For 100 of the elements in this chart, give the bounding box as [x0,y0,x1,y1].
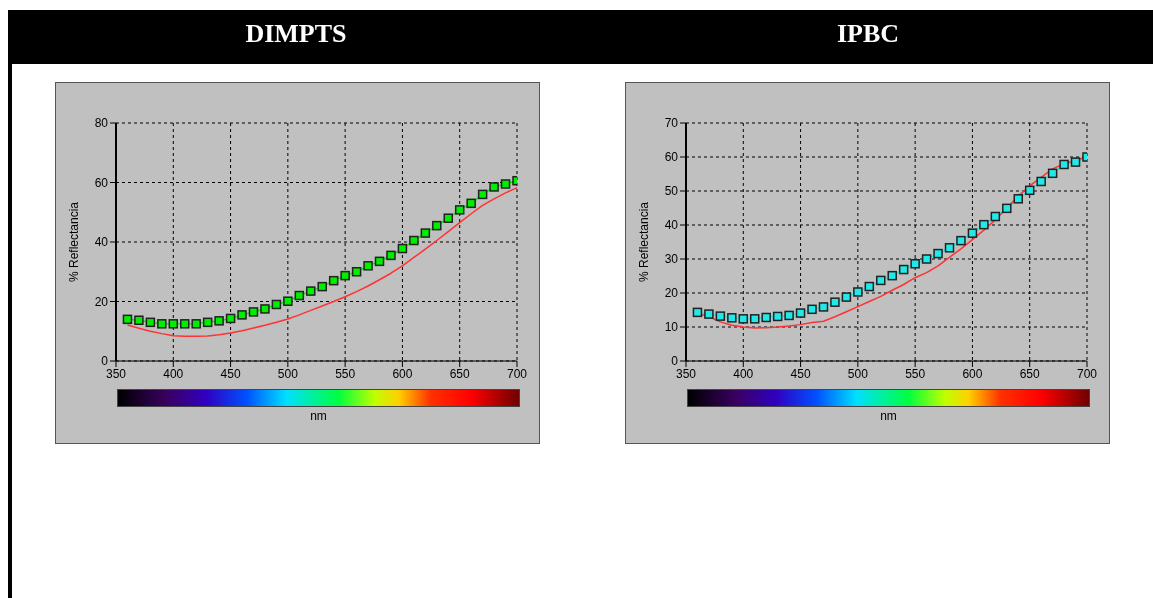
point [363,261,373,271]
point [1013,194,1024,204]
x-tick-label: 400 [733,366,754,381]
point [795,308,806,318]
point [921,254,932,264]
point [715,311,726,321]
x-tick-label: 350 [675,366,697,381]
point [876,275,886,286]
x-tick-label: 700 [506,366,528,381]
point [898,264,909,275]
point [727,313,737,323]
point [477,189,488,200]
x-tick-label: 650 [1019,366,1041,381]
x-tick-label: 600 [392,366,413,381]
x-tick-label: 550 [905,366,926,381]
point [761,312,771,323]
point [818,302,829,312]
point [489,182,499,192]
point [864,281,875,292]
x-tick-label: 350 [105,366,127,381]
point [248,307,259,317]
point [351,267,362,277]
point [283,296,293,306]
point [749,314,760,324]
x-tick-label: 600 [962,366,983,381]
y-axis-title: % Reflectancia [67,201,82,283]
point [738,314,749,324]
point [317,281,327,292]
point [409,235,419,246]
y-tick-label: 30 [664,252,679,267]
point [1070,157,1081,167]
point [202,317,213,328]
point [704,309,714,319]
point [214,316,224,326]
y-tick-label: 20 [664,286,679,301]
point [956,235,966,246]
y-tick-label: 40 [664,218,679,233]
y-tick-label: 0 [671,354,679,369]
point [294,290,305,301]
point [134,315,144,325]
point [145,317,156,328]
y-axis-title: % Reflectancia [637,201,652,283]
point [397,243,408,254]
point [420,228,431,238]
x-tick-label: 500 [847,366,869,381]
point [260,304,270,314]
point [841,292,852,302]
point [853,287,863,297]
x-tick-label: 450 [790,366,811,381]
y-tick-label: 60 [664,150,679,165]
y-tick-label: 40 [94,235,109,250]
point [1059,159,1069,170]
point [328,275,339,286]
point [967,228,978,238]
point [466,198,476,209]
point [432,220,442,231]
point [990,211,1001,222]
point [225,313,236,324]
y-tick-label: 0 [101,354,109,369]
point [500,179,511,189]
point [386,250,396,261]
point [807,304,817,315]
point [191,319,201,329]
point [830,297,840,307]
point [1002,203,1012,214]
point [784,310,794,321]
point [306,286,316,296]
point [933,248,943,259]
point [271,299,282,310]
y-tick-label: 60 [94,175,109,190]
x-tick-label: 400 [163,366,184,381]
y-tick-label: 10 [664,320,679,335]
x-tick-label: 650 [449,366,471,381]
point [157,319,167,329]
x-tick-label: 700 [1076,366,1098,381]
chart-title: IPBC [835,18,901,50]
point [179,319,190,329]
x-axis-title: nm [309,409,328,423]
point [1024,185,1035,196]
point [772,311,783,322]
point [1047,168,1058,179]
point [1036,176,1046,187]
y-tick-label: 70 [664,116,679,131]
x-tick-label: 550 [335,366,356,381]
point [443,213,454,223]
point [944,243,955,253]
point [340,270,350,281]
x-tick-label: 500 [277,366,299,381]
x-tick-label: 450 [220,366,241,381]
point [122,314,133,325]
point [887,270,897,281]
point [979,219,989,230]
point [374,256,385,267]
chart-title: DIMPTS [244,18,348,50]
y-tick-label: 50 [664,184,679,199]
point [454,205,465,215]
x-axis-title: nm [879,409,898,423]
point [692,307,703,318]
point [910,259,920,269]
y-tick-label: 80 [94,116,109,131]
